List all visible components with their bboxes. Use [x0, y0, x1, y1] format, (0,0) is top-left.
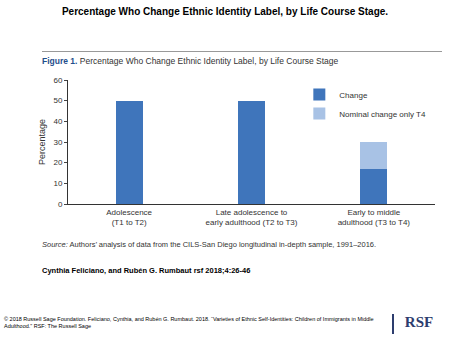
svg-text:Late adolescence toearly adult: Late adolescence toearly adulthood (T2 t… [206, 208, 298, 227]
svg-text:Percentage: Percentage [37, 119, 47, 165]
html-text:© 2018 Russell Sage Foundation: © 2018 Russell Sage Foundation. Felician… [4, 316, 374, 329]
html-text:Figure 1. Percentage Who Chang: Figure 1. Percentage Who Change Ethnic I… [42, 56, 339, 66]
svg-text:30: 30 [53, 138, 62, 147]
svg-text:60: 60 [53, 76, 62, 85]
html-text:Source: Authors’ analysis of d: Source: Authors’ analysis of data from t… [42, 240, 377, 249]
svg-text:0: 0 [58, 200, 63, 209]
svg-text:Early to middleadulthood (T3 t: Early to middleadulthood (T3 to T4) [338, 208, 411, 227]
svg-text:40: 40 [53, 117, 62, 126]
svg-text:50: 50 [53, 96, 62, 105]
html-text:Percentage Who Change Ethnic I: Percentage Who Change Ethnic Identity La… [61, 6, 389, 17]
svg-text:Nominal change only T4: Nominal change only T4 [339, 110, 426, 119]
svg-text:20: 20 [53, 158, 62, 167]
svg-text:Change: Change [339, 91, 368, 100]
svg-text:10: 10 [53, 179, 62, 188]
html-text:RSF: RSF [404, 314, 434, 330]
html-text:Cynthia Feliciano, and Rubén G: Cynthia Feliciano, and Rubén G. Rumbaut … [42, 266, 251, 275]
svg-text:Adolescence(T1 to T2): Adolescence(T1 to T2) [106, 208, 152, 227]
